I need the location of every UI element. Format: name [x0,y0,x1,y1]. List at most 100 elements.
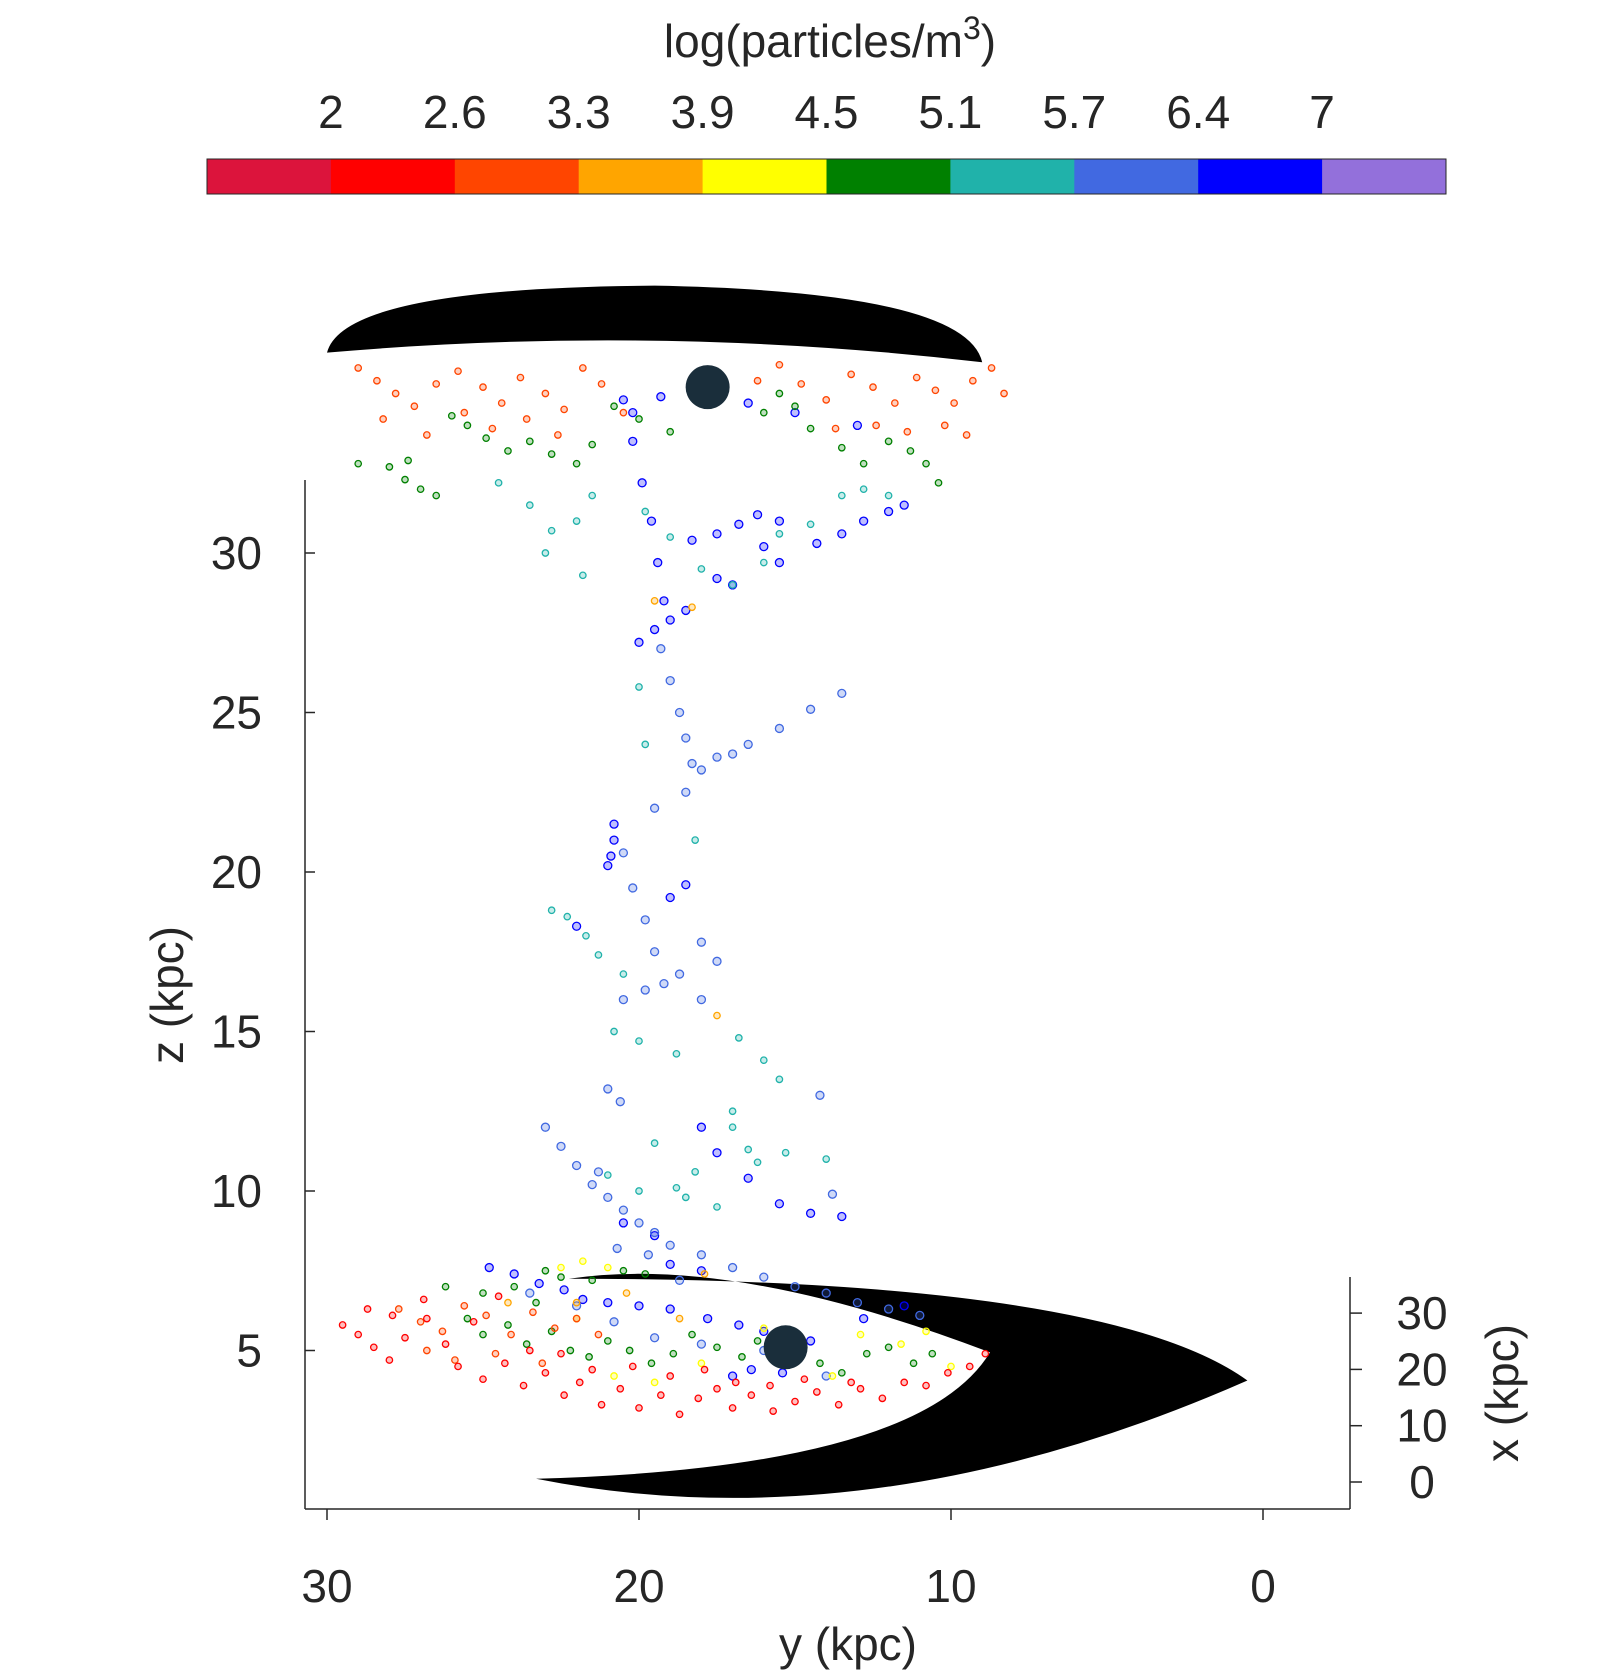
particle-point [401,1333,409,1342]
particle-point [859,485,868,494]
particle-point [743,1173,753,1183]
particle-point [837,443,846,452]
particle-point [500,1359,509,1368]
particle-point [557,1263,565,1272]
colorbar-segment [826,159,951,194]
particle-point [519,1381,528,1390]
particle-point [557,1349,565,1358]
particle-point [744,1145,753,1154]
particle-point [363,1305,372,1313]
particle-point [681,787,691,797]
particle-point [628,407,638,418]
colorbar-segment [1074,159,1199,194]
particle-point [697,565,706,573]
galaxy-cores [685,365,808,1370]
particle-point [635,1037,643,1045]
particle-point [965,1362,974,1371]
particle-point [635,415,643,423]
particle-point [743,739,753,750]
particle-point [619,408,628,417]
particle-point [507,1330,515,1339]
particle-point [497,399,506,407]
particle-point [635,1187,643,1195]
particle-point [915,1310,925,1321]
particle-point [525,1346,534,1355]
particle-point [603,1192,613,1203]
particle-point [815,1090,825,1100]
particle-point [585,1353,593,1361]
particle-point [837,491,846,500]
particle-point [837,688,847,699]
particle-point [618,1218,629,1228]
particle-point [837,1368,846,1377]
particle-point [646,516,657,526]
particle-point [522,1340,531,1348]
particle-point [587,1179,597,1190]
particle-point [862,1349,871,1358]
particle-point [649,1333,660,1343]
particle-point [422,431,431,439]
particle-point [597,1400,606,1409]
particle-point [968,376,977,385]
particle-point [940,421,949,430]
particle-point [628,883,638,893]
particle-point [563,912,572,921]
particle-point [612,1243,622,1254]
particle-point [728,1107,737,1116]
particle-point [731,1378,740,1387]
particle-point [603,1171,612,1179]
particle-point [572,517,581,525]
particle-point [559,1285,569,1295]
particle-point [373,376,381,385]
particle-point [774,557,785,568]
particle-point [432,380,441,388]
particle-point [696,1122,707,1132]
particle-point [609,835,619,845]
particle-point [884,437,893,446]
z-axis-ticks: 5 10 15 20 25 30 [211,527,315,1377]
colorbar-tick-label: 5.1 [918,86,982,138]
particle-point [837,1211,847,1222]
particle-point [769,1407,778,1415]
particle-point [727,1371,738,1381]
colorbar-tick-labels: 2 2.6 3.3 3.9 4.5 5.1 5.7 6.4 7 [318,86,1335,138]
particle-point [525,437,534,446]
particle-point [696,1339,707,1349]
particle-point [694,1394,703,1403]
particle-point [900,1378,909,1387]
particle-point [697,1359,706,1368]
particle-point [509,1269,519,1279]
particle-point [394,1305,403,1313]
particle-point [884,1343,893,1352]
particle-point [746,1364,756,1375]
particle-point [856,1384,865,1393]
galaxy-disk-top [327,285,983,363]
particle-point [578,1257,587,1266]
particle-point [816,1359,824,1368]
particle-point [950,399,958,407]
particle-point [665,615,675,625]
particle-point [805,1336,816,1346]
particle-point [696,994,707,1005]
particle-point [594,951,603,959]
galaxy-core [763,1325,808,1370]
y-tick-label: 0 [1250,1560,1276,1612]
particle-point [827,1189,838,1199]
particle-point [675,1314,684,1323]
particle-point [696,1250,707,1260]
particle-point [728,1404,737,1412]
particle-point [634,1218,644,1228]
particle-point [653,557,663,568]
x-tick-label: 20 [1396,1343,1447,1395]
particle-point [775,389,784,398]
particle-point [354,459,363,468]
particle-point [766,1381,774,1390]
particle-point [681,733,691,743]
particle-point [482,434,490,443]
particle-point [593,1167,604,1177]
particle-point [416,1317,425,1326]
colorbar-segment [1322,159,1447,194]
particle-point [610,402,618,411]
particle-point [588,1276,597,1285]
particle-point [681,605,691,616]
